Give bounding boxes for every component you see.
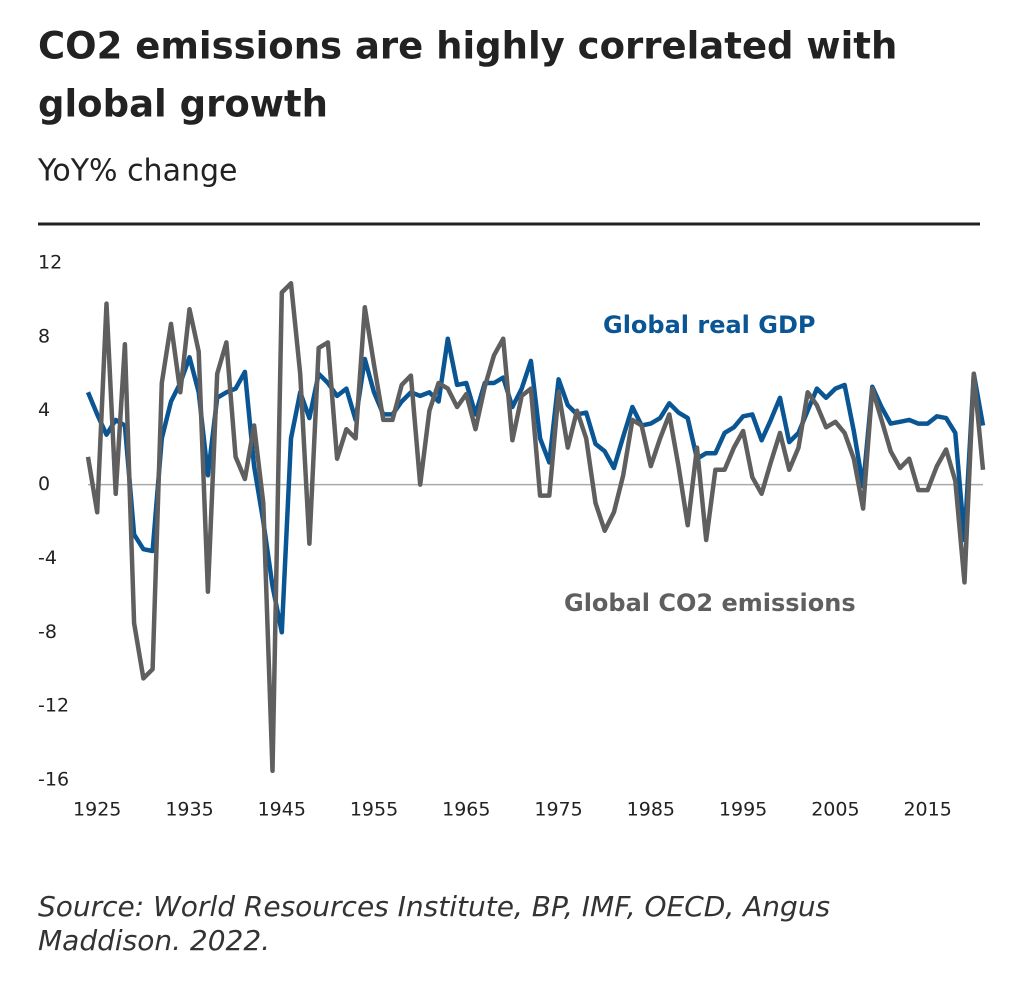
- series-label: Global real GDP: [603, 311, 815, 339]
- chart-title: CO2 emissions are highly correlated with: [38, 25, 897, 68]
- x-tick-label: 1965: [442, 799, 490, 821]
- y-tick-label: -4: [38, 547, 57, 569]
- x-tick-label: 1935: [165, 799, 213, 821]
- y-tick-label: -8: [38, 621, 57, 643]
- chart-subtitle: YoY% change: [37, 154, 237, 189]
- y-tick-label: -12: [38, 695, 69, 717]
- y-tick-label: 8: [38, 325, 50, 347]
- x-tick-label: 1985: [627, 799, 675, 821]
- series-label: Global CO2 emissions: [564, 589, 856, 617]
- x-tick-label: 1995: [719, 799, 767, 821]
- x-tick-label: 1925: [73, 799, 121, 821]
- source: Maddison. 2022.: [38, 924, 270, 957]
- y-tick-label: 4: [38, 399, 50, 421]
- y-tick-label: 0: [38, 473, 50, 495]
- x-tick-label: 1955: [350, 799, 398, 821]
- x-tick-label: 1975: [534, 799, 582, 821]
- y-tick-label: 12: [38, 252, 62, 274]
- chart-title: global growth: [38, 83, 328, 126]
- x-tick-label: 1945: [258, 799, 306, 821]
- source: Source: World Resources Institute, BP, I…: [38, 890, 830, 923]
- x-tick-label: 2015: [903, 799, 951, 821]
- series-line: [85, 281, 986, 774]
- y-tick-label: -16: [38, 769, 69, 791]
- x-tick-label: 2005: [811, 799, 859, 821]
- series-line: [85, 336, 986, 635]
